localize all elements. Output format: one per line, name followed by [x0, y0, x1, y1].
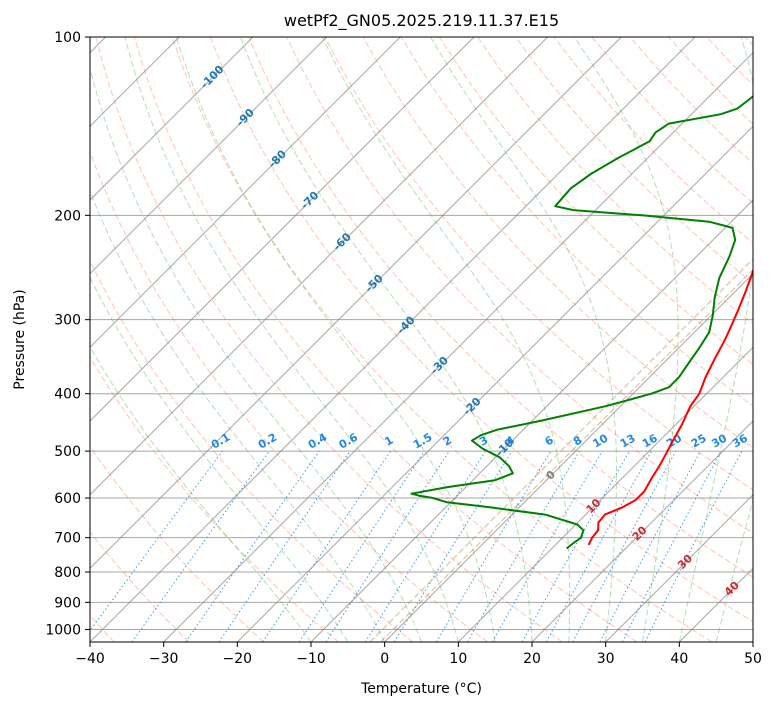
x-tick-label: 10	[449, 651, 467, 667]
isotherm-line	[90, 37, 622, 570]
mixing-ratio-line	[572, 450, 677, 642]
x-tick-label: 40	[670, 651, 688, 667]
plot-frame	[89, 36, 754, 643]
mixing-ratio-line	[393, 450, 513, 642]
isotherm-line	[90, 37, 549, 496]
y-axis: 100 200 300 400 500 600 700 800 900 1000	[45, 30, 90, 638]
x-tick-label: 0	[380, 651, 389, 667]
mixing-ratio-line	[521, 450, 630, 642]
chart-title: wetPf2_GN05.2025.219.11.37.E15	[284, 11, 559, 31]
dewpoint-profile-line	[410, 95, 753, 550]
x-tick-label: −30	[149, 651, 179, 667]
y-tick-label: 700	[54, 531, 81, 547]
isotherm-line	[384, 272, 753, 642]
x-tick-label: −20	[223, 651, 253, 667]
dry-adiabat-line	[515, 37, 753, 284]
moist-adiabat-line	[90, 345, 312, 642]
y-tick-label: 500	[54, 444, 81, 460]
dry-adiabat-line	[248, 37, 753, 578]
isotherm-line	[310, 199, 753, 642]
moist-adiabat-line	[124, 37, 459, 642]
freezing-level-line	[380, 268, 753, 642]
moist-adiabat-line	[430, 37, 617, 642]
isotherm-grid	[90, 37, 753, 642]
x-tick-label: −10	[296, 651, 326, 667]
y-tick-label: 200	[54, 208, 81, 224]
plot-area: -100-90-80-70-60-50-40-30-20-100.1 0.2 0.4…	[90, 37, 753, 642]
dry-adiabat-line	[90, 356, 339, 642]
mixing-ratio-line	[545, 450, 653, 642]
mixing-ratio-line	[644, 450, 743, 642]
moist-adiabat-line	[90, 276, 349, 642]
moist-adiabat-line	[239, 37, 533, 642]
x-tick-label: 30	[597, 651, 615, 667]
isotherm-line	[90, 37, 254, 201]
isotherm-line	[90, 37, 401, 349]
moist-adiabat-line	[678, 37, 753, 642]
temperature-profile-line	[587, 268, 753, 546]
dry-adiabat-line	[210, 37, 753, 623]
mixing-ratio-line	[262, 450, 392, 642]
mixing-ratio-line	[298, 450, 425, 642]
y-tick-label: 300	[54, 313, 81, 329]
isotherm-line	[457, 346, 753, 642]
x-tick-label: −40	[75, 651, 105, 667]
dry-adiabat-line	[438, 37, 753, 366]
mixing-ratio-line	[131, 450, 270, 642]
isotherm-line	[605, 493, 753, 642]
moist-adiabat-line	[574, 37, 679, 642]
dry-adiabat-line	[90, 445, 264, 642]
isotherm-line	[90, 37, 475, 422]
dry-adiabat-line	[95, 37, 563, 642]
dry-adiabat-line	[90, 531, 190, 642]
isotherm-line	[90, 37, 328, 275]
dry-adiabat-line	[133, 37, 638, 642]
y-tick-label: 900	[54, 595, 81, 611]
mixing-ratio-line	[325, 450, 450, 642]
freezing-curve	[369, 258, 753, 642]
isotherm-line	[236, 125, 753, 642]
y-tick-label: 100	[54, 30, 81, 46]
x-tick-label: 50	[744, 651, 762, 667]
y-tick-label: 1000	[45, 622, 81, 638]
x-axis-title: Temperature (°C)	[360, 681, 482, 697]
moist-adiabat-line	[322, 37, 571, 642]
mixing-ratio-line	[218, 450, 351, 642]
isotherm-line	[90, 37, 696, 642]
moist-adiabats	[90, 37, 753, 642]
mixing-ratio-line	[185, 450, 320, 642]
moist-adiabat-line	[90, 65, 422, 642]
y-tick-label: 400	[54, 387, 81, 403]
dry-adiabat-line	[400, 37, 753, 407]
x-tick-label: 20	[523, 651, 541, 667]
profile-series	[410, 95, 753, 550]
y-axis-title: Pressure (hPa)	[12, 289, 28, 389]
dry-adiabat-line	[90, 150, 488, 642]
isotherm-line	[163, 51, 753, 642]
moist-adiabat-line	[90, 189, 386, 642]
isotherm-line	[531, 420, 753, 642]
y-tick-label: 600	[54, 491, 81, 507]
mixing-ratio-line	[90, 450, 223, 632]
freezing-level-line	[369, 258, 753, 642]
mixing-ratio-lines	[90, 450, 743, 642]
x-axis: −40 −30 −20 −10 0 10 20 30 40 50	[75, 642, 762, 667]
y-tick-label: 800	[54, 565, 81, 581]
